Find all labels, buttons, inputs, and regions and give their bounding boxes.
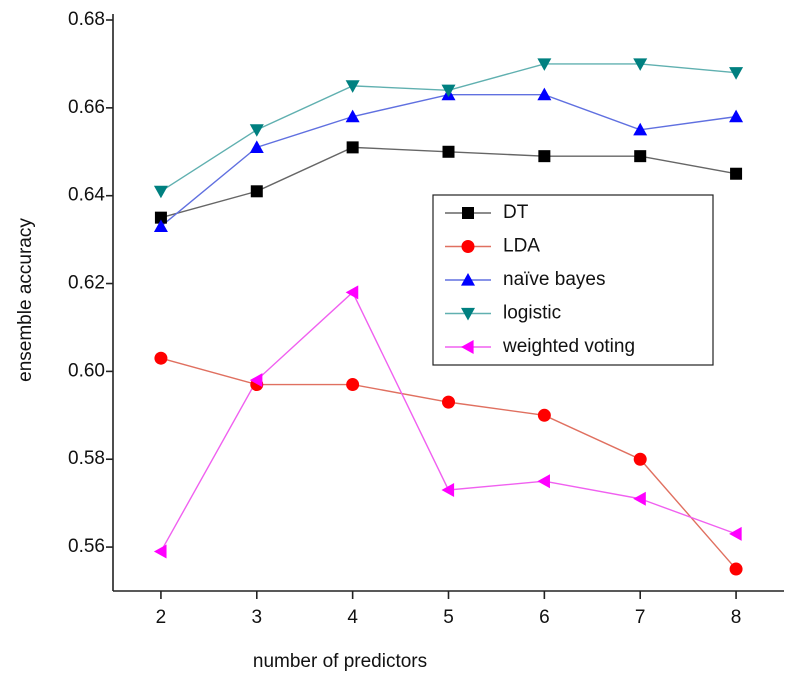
marker — [249, 124, 264, 137]
x-axis-label: number of predictors — [253, 651, 427, 672]
marker — [441, 482, 455, 497]
marker — [346, 378, 360, 392]
legend-marker — [462, 207, 474, 219]
marker — [153, 544, 167, 559]
marker — [633, 452, 647, 466]
y-tick-label: 0.58 — [68, 448, 105, 469]
y-tick-label: 0.66 — [68, 97, 105, 118]
marker — [441, 84, 456, 98]
y-tick-label: 0.62 — [68, 273, 105, 294]
y-tick-label: 0.68 — [68, 9, 105, 30]
x-tick-label: 2 — [156, 607, 167, 628]
marker — [442, 145, 455, 158]
marker — [633, 122, 648, 136]
legend-label: DT — [503, 202, 529, 223]
legend-label: naïve bayes — [503, 269, 605, 290]
y-tick-label: 0.64 — [68, 185, 105, 206]
marker — [730, 167, 743, 180]
series-line — [160, 357, 737, 570]
marker — [634, 150, 647, 163]
marker — [153, 185, 168, 199]
legend-marker — [461, 240, 475, 253]
marker — [729, 526, 742, 541]
marker — [537, 474, 550, 489]
marker — [633, 491, 646, 506]
x-tick-label: 8 — [731, 607, 742, 628]
marker — [346, 141, 359, 154]
legend-marker — [461, 307, 475, 321]
marker — [250, 185, 263, 198]
marker — [729, 562, 743, 576]
series-line — [160, 63, 737, 192]
marker — [154, 351, 168, 365]
marker — [249, 140, 264, 153]
marker — [729, 67, 744, 80]
marker — [633, 58, 648, 71]
marker — [537, 408, 551, 422]
marker — [345, 109, 360, 123]
marker — [537, 87, 552, 101]
marker — [537, 58, 552, 71]
marker — [345, 285, 359, 300]
marker — [345, 80, 360, 93]
marker — [538, 150, 551, 163]
legend-label: logistic — [503, 303, 561, 324]
x-tick-label: 4 — [347, 607, 358, 628]
y-tick-label: 0.60 — [68, 360, 105, 381]
y-axis-label: ensemble accuracy — [15, 218, 36, 382]
x-tick-label: 6 — [539, 607, 550, 628]
x-tick-label: 5 — [443, 607, 454, 628]
marker — [442, 395, 455, 409]
legend-label: weighted voting — [502, 336, 635, 357]
marker — [154, 211, 167, 224]
legend-marker — [461, 340, 474, 354]
marker — [153, 219, 168, 233]
legend-marker — [461, 273, 475, 286]
x-tick-label: 7 — [635, 607, 646, 628]
legend: DT LDA naïve bayes logistic weighted voting — [432, 194, 714, 366]
marker — [729, 109, 744, 123]
legend-label: LDA — [503, 236, 540, 257]
y-tick-label: 0.56 — [68, 536, 105, 557]
marker — [249, 373, 263, 388]
x-tick-label: 3 — [251, 607, 262, 628]
